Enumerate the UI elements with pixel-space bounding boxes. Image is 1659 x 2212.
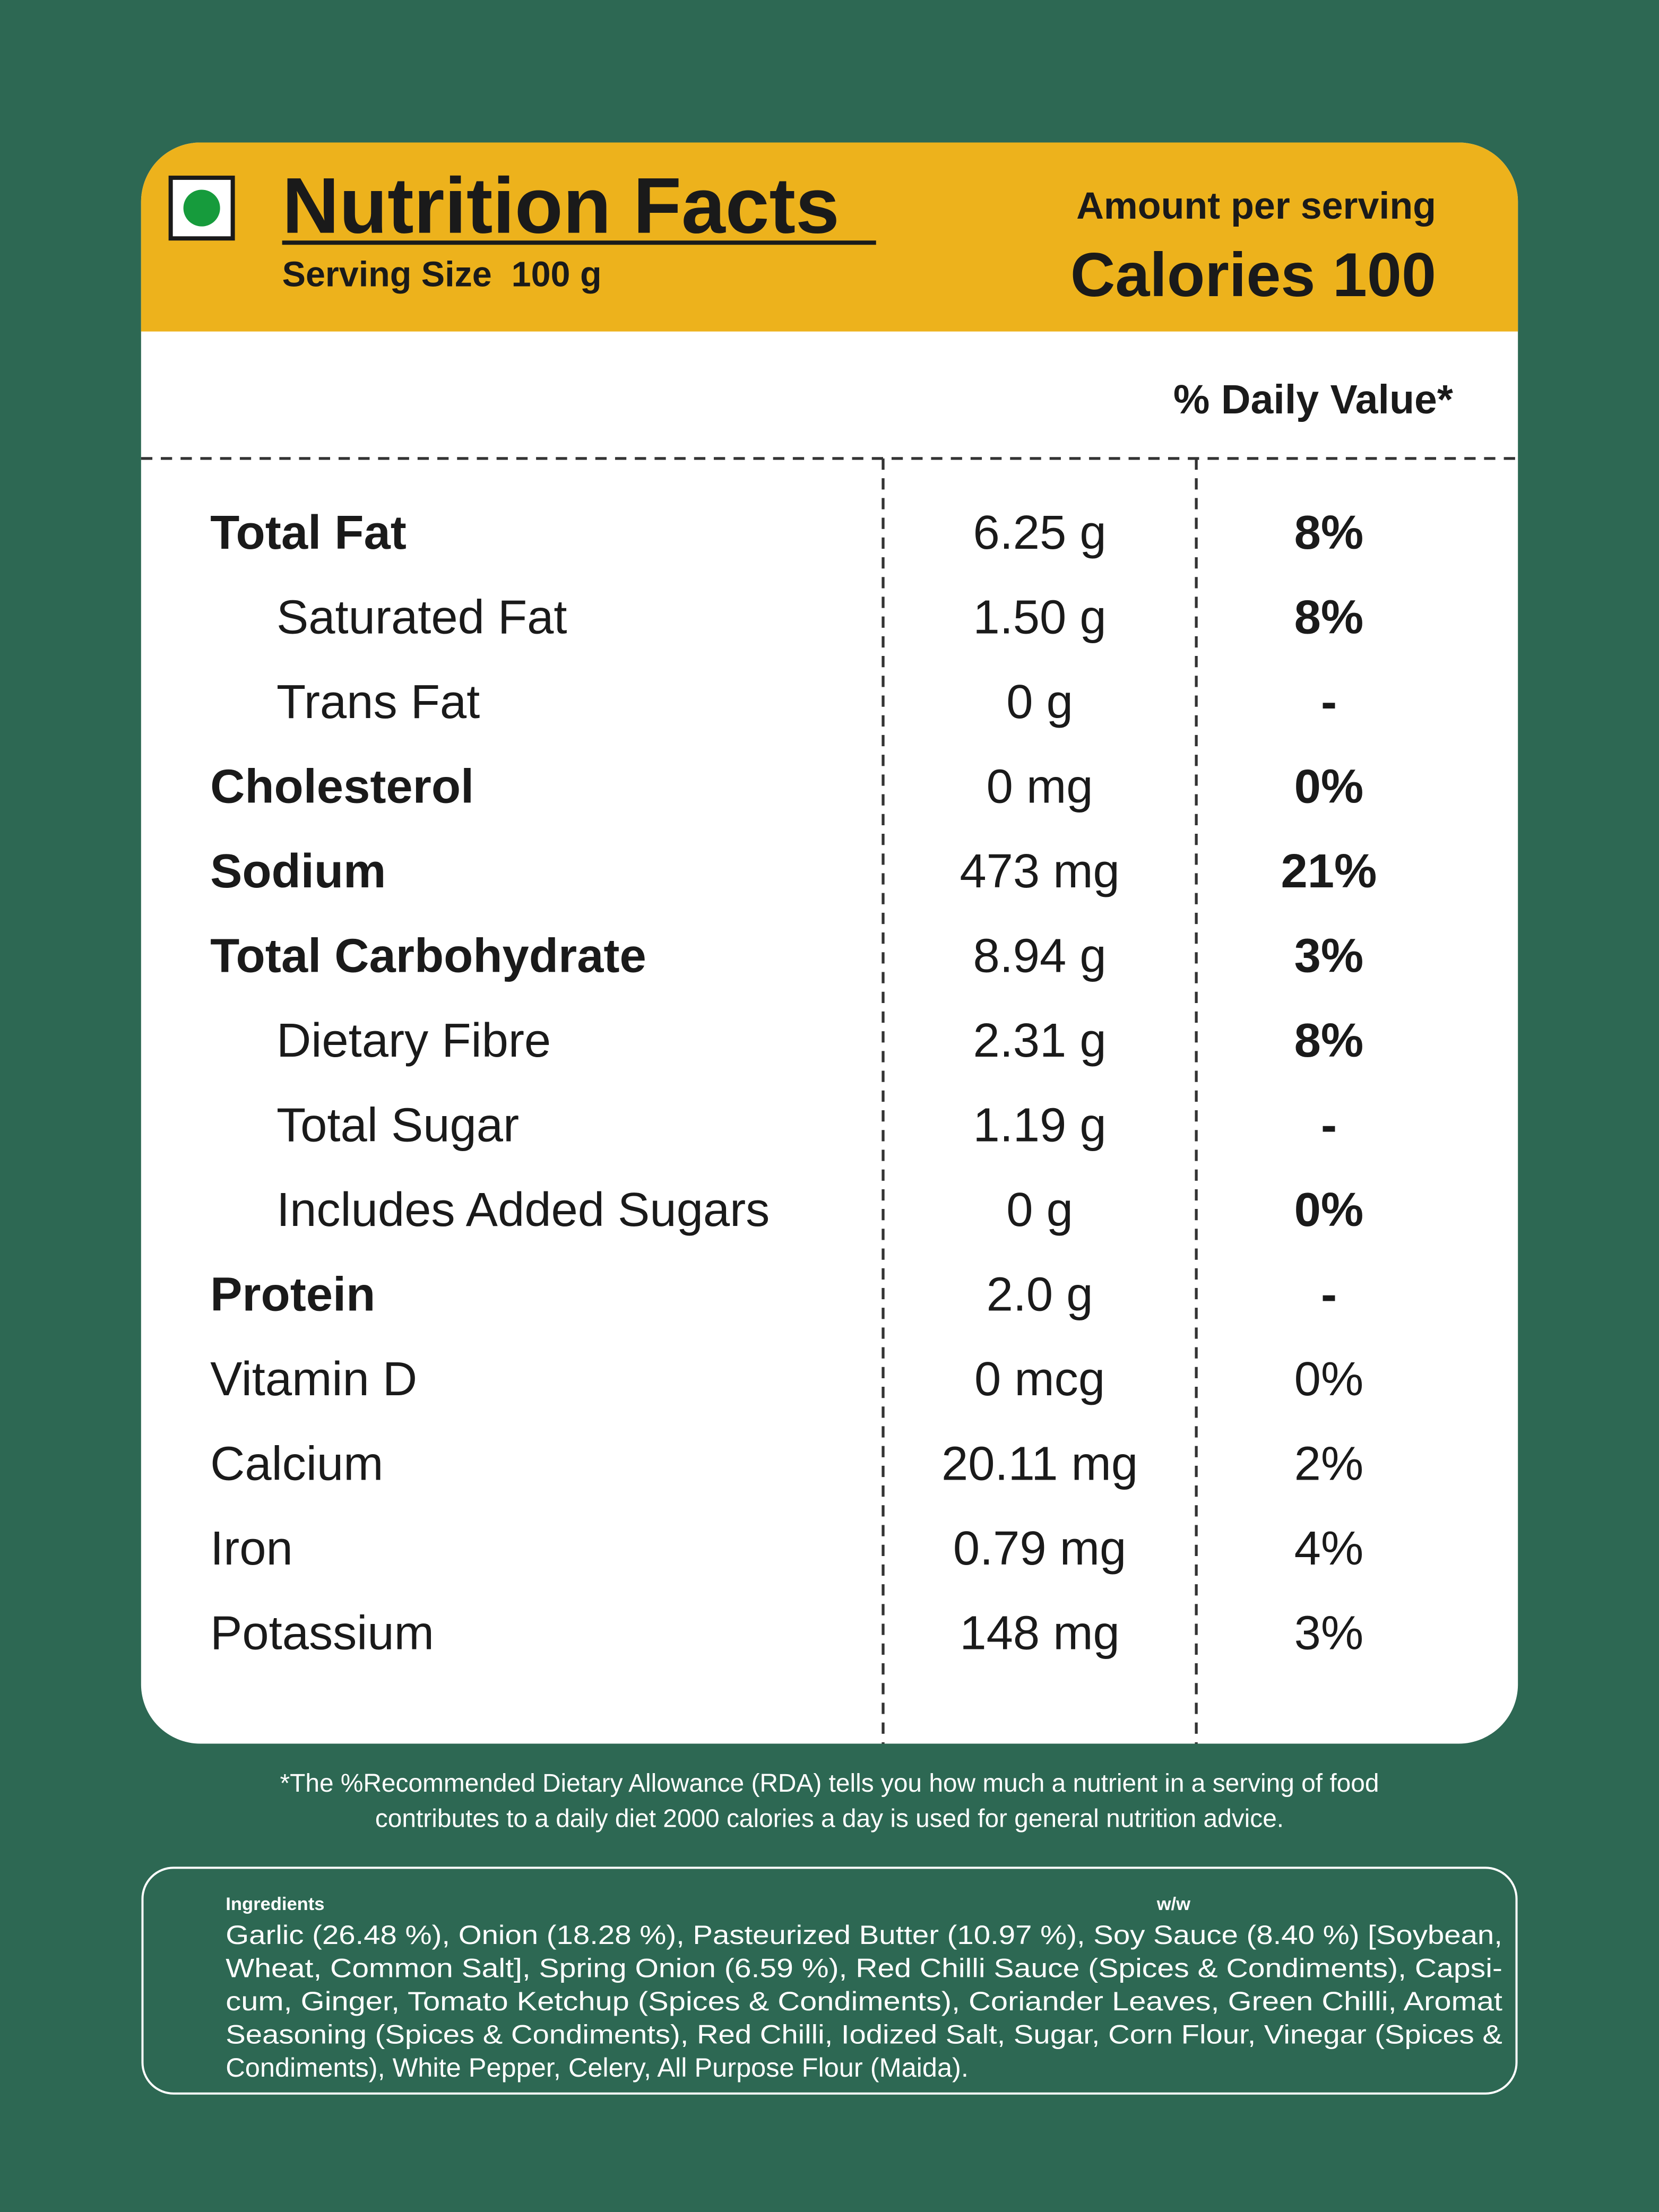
nutrient-name: Calcium <box>210 1437 383 1490</box>
ingredients-line: cum, Ginger, Tomato Ketchup (Spices & Co… <box>226 1986 1502 2016</box>
nutrient-amount: 0 g <box>1006 1183 1073 1237</box>
nutrient-name: Total Sugar <box>276 1098 519 1152</box>
daily-value: 3% <box>1294 929 1364 982</box>
daily-value: 8% <box>1294 591 1364 644</box>
nutrient-amount: 8.94 g <box>973 929 1106 982</box>
header-band <box>141 142 1518 332</box>
daily-value: 8% <box>1294 1014 1364 1067</box>
nutrient-name: Cholesterol <box>210 759 474 813</box>
nutrient-amount: 1.50 g <box>973 591 1106 644</box>
nutrient-amount: 473 mg <box>960 844 1119 898</box>
nutrient-amount: 0 mcg <box>974 1352 1105 1406</box>
calories: Calories 100 <box>1070 240 1436 309</box>
ingredients-line: Seasoning (Spices & Condiments), Red Chi… <box>226 2019 1502 2049</box>
nutrient-amount: 1.19 g <box>973 1098 1106 1152</box>
nutrient-amount: 0 g <box>1006 675 1073 729</box>
nutrient-name: Saturated Fat <box>276 591 567 644</box>
nutrient-name: Iron <box>210 1522 293 1575</box>
nutrient-name: Vitamin D <box>210 1352 417 1406</box>
daily-value: - <box>1321 675 1337 729</box>
nutrient-name: Total Fat <box>210 506 407 559</box>
daily-value: 0% <box>1294 1352 1364 1406</box>
daily-value: 4% <box>1294 1522 1364 1575</box>
table: Total Fat 6.25 g 8% Saturated Fat 1.50 g 8% Tr… <box>210 506 1377 1660</box>
footnote: *The %Recommended Dietary Allowance (RDA… <box>280 1769 1379 1798</box>
daily-value: 0% <box>1294 759 1364 813</box>
nutrient-name: Total Carbohydrate <box>210 929 646 982</box>
serving-size: Serving Size 100 g <box>282 255 602 295</box>
nutrient-amount: 0 mg <box>987 759 1093 813</box>
ingredients-line: Garlic (26.48 %), Onion (18.28 %), Paste… <box>226 1920 1502 1950</box>
footnote: contributes to a daily diet 2000 calorie… <box>375 1804 1284 1833</box>
amount-label: Amount per serving <box>1076 185 1436 227</box>
nutrient-name: Potassium <box>210 1606 434 1660</box>
ingredients-unit: w/w <box>1156 1894 1190 1914</box>
nutrient-amount: 6.25 g <box>973 506 1106 559</box>
card <box>141 142 1518 1744</box>
nutrient-amount: 2.0 g <box>987 1267 1093 1321</box>
ingredients-line: Condiments), White Pepper, Celery, All P… <box>226 2052 969 2083</box>
daily-value: - <box>1321 1098 1337 1152</box>
daily-value: 2% <box>1294 1437 1364 1490</box>
nutrient-name: Trans Fat <box>276 675 480 729</box>
nutrient-name: Includes Added Sugars <box>276 1183 770 1237</box>
nutrient-amount: 2.31 g <box>973 1014 1106 1067</box>
nutrient-amount: 148 mg <box>960 1606 1119 1660</box>
ingredients-box <box>141 1867 1518 2095</box>
daily-value-header: % Daily Value* <box>1173 377 1453 422</box>
nutrient-amount: 20.11 mg <box>941 1437 1138 1490</box>
nutrient-name: Dietary Fibre <box>276 1014 551 1067</box>
daily-value: 0% <box>1294 1183 1364 1237</box>
nutrient-name: Sodium <box>210 844 386 898</box>
ingredients-label: Ingredients <box>226 1894 324 1914</box>
veg-dot <box>183 189 220 227</box>
daily-value: 21% <box>1281 844 1377 898</box>
daily-value: - <box>1321 1267 1337 1321</box>
title: Nutrition Facts <box>282 161 840 250</box>
daily-value: 8% <box>1294 506 1364 559</box>
ingredients-line: Wheat, Common Salt], Spring Onion (6.59 … <box>226 1952 1502 1983</box>
daily-value: 3% <box>1294 1606 1364 1660</box>
ingredients-text: Garlic (26.48 %), Onion (18.28 %), Paste… <box>226 1920 1502 2083</box>
nutrient-name: Protein <box>210 1267 375 1321</box>
nutrient-amount: 0.79 mg <box>953 1522 1127 1575</box>
